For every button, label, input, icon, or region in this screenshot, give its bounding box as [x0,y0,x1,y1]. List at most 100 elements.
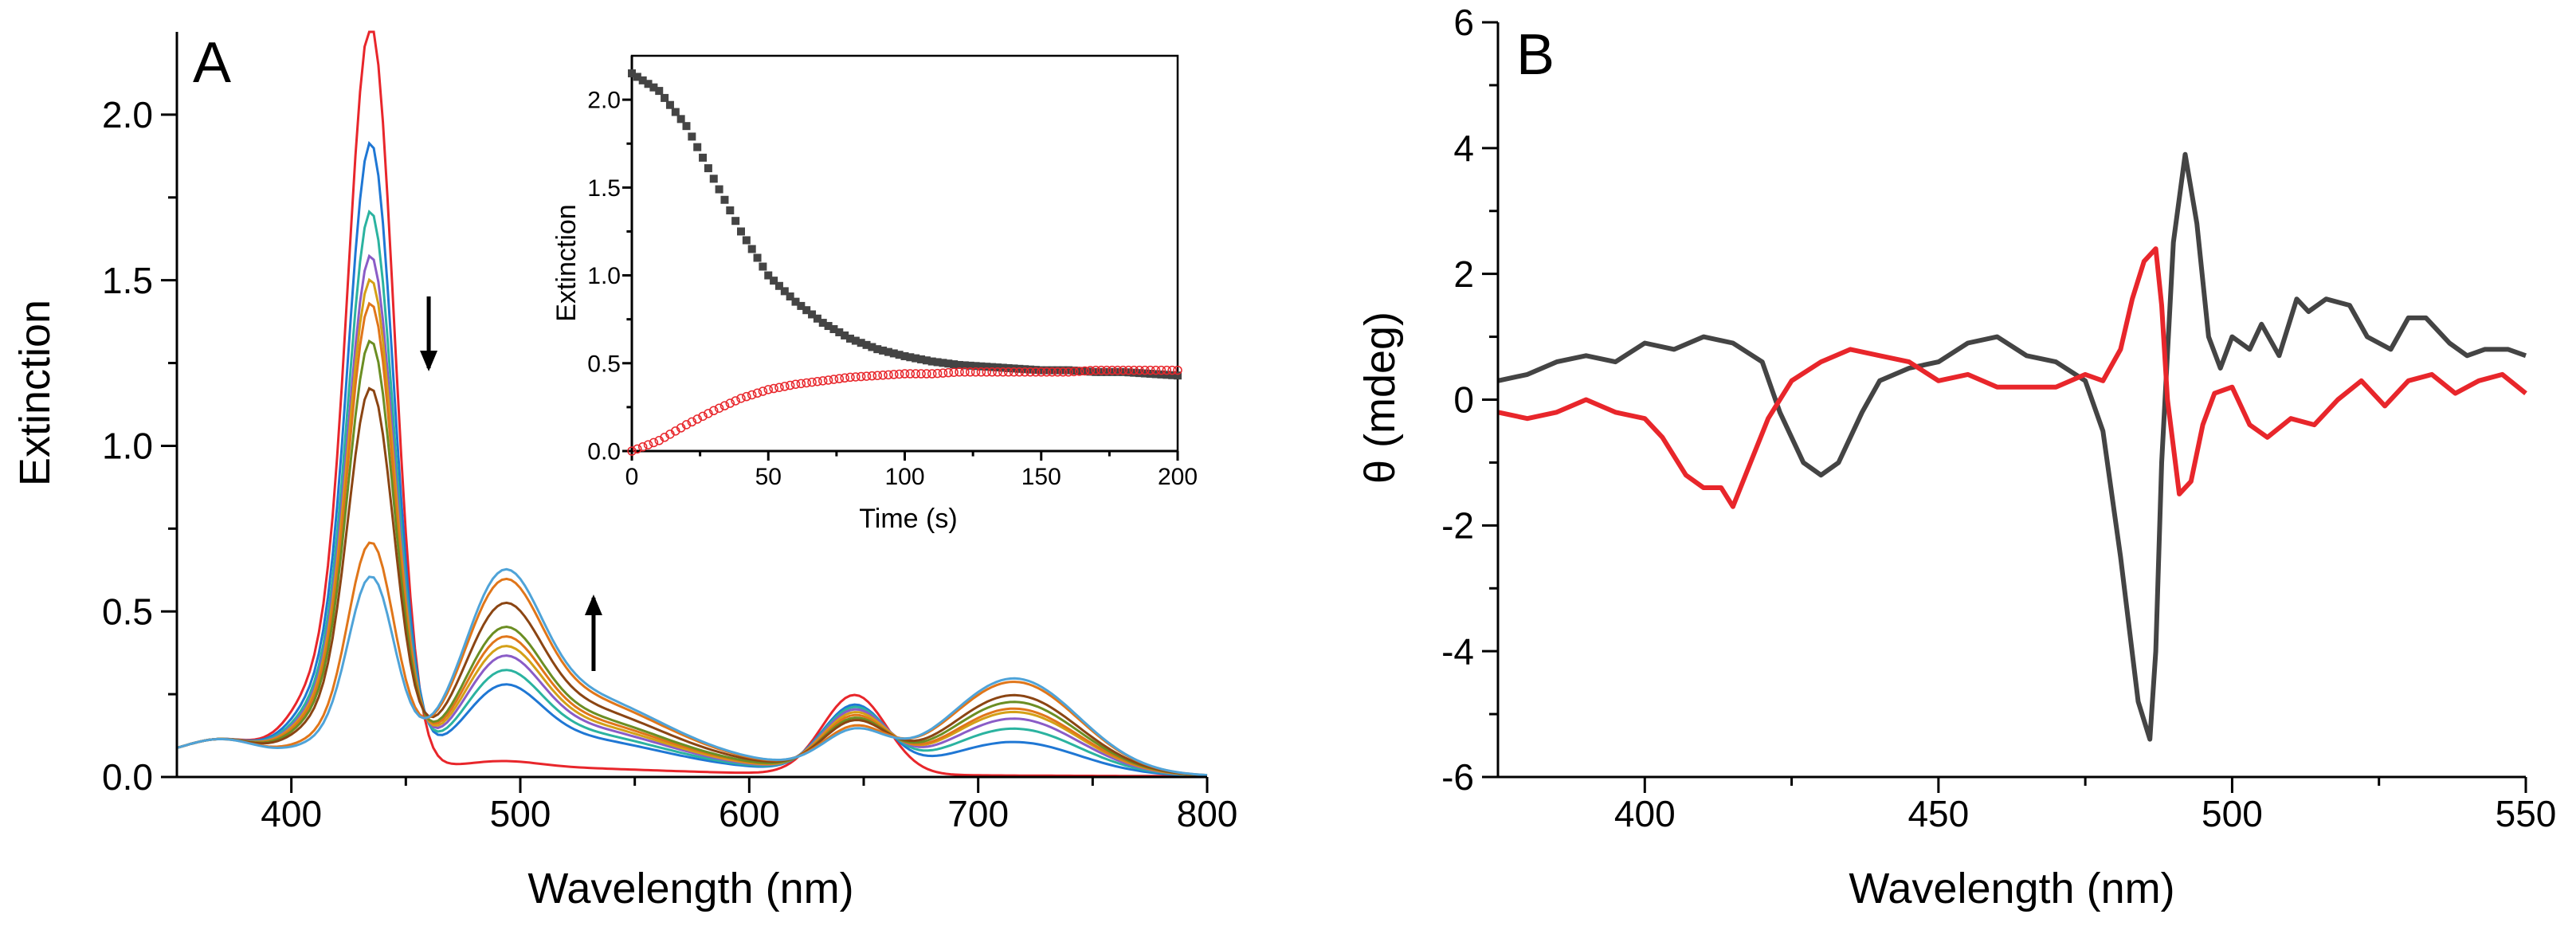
inset-black-square-marker [1113,367,1122,376]
inset-red-circle-marker [790,379,801,389]
inset-red-circle-marker [752,388,763,398]
inset-red-circle-marker [742,391,751,402]
panel-b-x-tick-label: 500 [2202,793,2263,834]
inset-black-square-marker [1037,366,1045,375]
inset-red-circle-marker [627,446,637,456]
inset-red-circle-marker [987,367,997,377]
inset-black-square-marker [971,362,980,371]
inset-black-square-marker [900,351,909,360]
inset-x-tick-label: 150 [1021,464,1061,490]
panel-a-spectrum-line [176,209,1208,777]
panel-a-spectrum-line [176,541,1208,777]
inset-red-circle-marker [780,382,790,391]
inset-black-square-marker [977,362,986,371]
inset-red-circle-marker [938,368,948,378]
inset-black-square-marker [841,331,849,339]
inset-red-circle-marker [758,387,768,396]
panel-b-y-tick-label: 0 [1453,379,1474,421]
inset-black-square-marker [818,319,827,328]
inset-red-circle-marker [927,369,937,379]
inset-black-square-marker [1124,368,1133,377]
inset-red-circle-marker [725,398,735,408]
inset-red-circle-marker [649,438,659,448]
inset-black-square-marker [884,347,892,356]
inset-red-circle-marker [802,378,811,388]
inset-red-circle-marker [856,371,866,382]
inset-red-circle-marker [1080,366,1090,376]
panel-b-y-tick-label: -2 [1441,504,1474,546]
inset-black-square-marker [939,359,947,367]
inset-red-circle-marker [1085,366,1096,375]
inset-red-circle-marker [1037,367,1046,377]
inset-black-square-marker [906,353,915,362]
panel-b-black-cd-line [1497,151,2527,742]
inset-red-circle-marker [840,373,849,383]
inset-red-circle-marker [861,371,872,381]
panel-a-spectrum-line [176,253,1208,777]
inset-red-circle-marker [916,369,926,379]
inset-black-square-marker [917,355,926,363]
inset-red-circle-marker [1102,365,1112,375]
panel-a-y-tick-label: 1.5 [102,260,153,301]
inset-black-square-marker [1135,369,1144,378]
inset-red-circle-marker [884,370,893,380]
inset-black-square-marker [709,175,718,183]
panel-b-y-tick-label: 6 [1453,2,1474,43]
inset-red-circle-marker [1003,367,1014,377]
inset-black-square-marker [786,292,794,301]
inset-red-circle-marker [829,375,839,384]
inset-red-circle-marker [911,369,920,379]
inset-black-square-marker [829,325,838,334]
inset-black-square-marker [950,360,959,369]
inset-red-circle-marker [834,374,845,383]
inset-red-circle-marker [872,371,882,380]
inset-red-circle-marker [955,367,964,377]
inset-red-circle-marker [1135,365,1144,375]
inset-black-square-marker [1174,371,1182,380]
inset-red-circle-marker [1041,367,1052,377]
inset-red-circle-marker [1123,365,1134,375]
inset-red-circle-marker [900,369,910,379]
inset-black-square-marker [835,328,844,336]
inset-black-square-marker [699,153,708,162]
inset-black-square-marker [857,339,865,347]
panel-a-y-tick-label: 0.0 [102,756,153,798]
inset-black-square-marker [759,262,767,271]
inset-black-square-marker [1130,368,1139,377]
inset-red-circle-marker [1074,367,1084,376]
inset-red-circle-marker [823,375,833,385]
inset-red-circle-marker [845,372,855,383]
inset-red-circle-marker [1146,365,1155,375]
inset-black-square-marker [927,357,936,366]
inset-black-square-marker [895,351,904,359]
inset-red-circle-marker [681,420,692,430]
inset-black-square-marker [693,143,702,151]
inset-red-circle-marker [1129,365,1139,375]
inset-red-circle-marker [851,372,861,382]
inset-black-square-marker [704,164,712,173]
inset-black-square-marker [737,227,745,236]
inset-black-square-marker [955,360,963,369]
panel-a-spectrum-line [176,301,1208,777]
inset-red-circle-marker [719,401,730,410]
inset-red-circle-marker [878,371,888,380]
inset-red-circle-marker [1118,365,1128,375]
inset-black-square-marker [1065,366,1072,375]
inset-red-circle-marker [736,394,746,403]
inset-red-circle-marker [867,371,877,381]
inset-red-circle-marker [1091,365,1100,375]
inset-black-square-marker [671,108,680,116]
inset-red-circle-marker [633,444,642,454]
inset-black-square-marker [960,361,969,370]
inset-red-circle-marker [1053,367,1063,377]
inset-red-circle-marker [785,380,795,390]
inset-red-circle-marker [1031,367,1041,377]
inset-red-circle-marker [1069,367,1079,377]
panel-b-chart: 400 450 500 550 -6 -4 -2 0 2 4 6 B Wavelength (nm)… [1356,2,2556,912]
inset-black-square-marker [933,358,942,367]
inset-black-square-marker [1097,367,1106,376]
inset-x-tick-label: 100 [884,464,924,490]
panel-a-x-axis-title: Wavelength (nm) [527,865,853,912]
inset-red-circle-marker [1096,365,1106,375]
